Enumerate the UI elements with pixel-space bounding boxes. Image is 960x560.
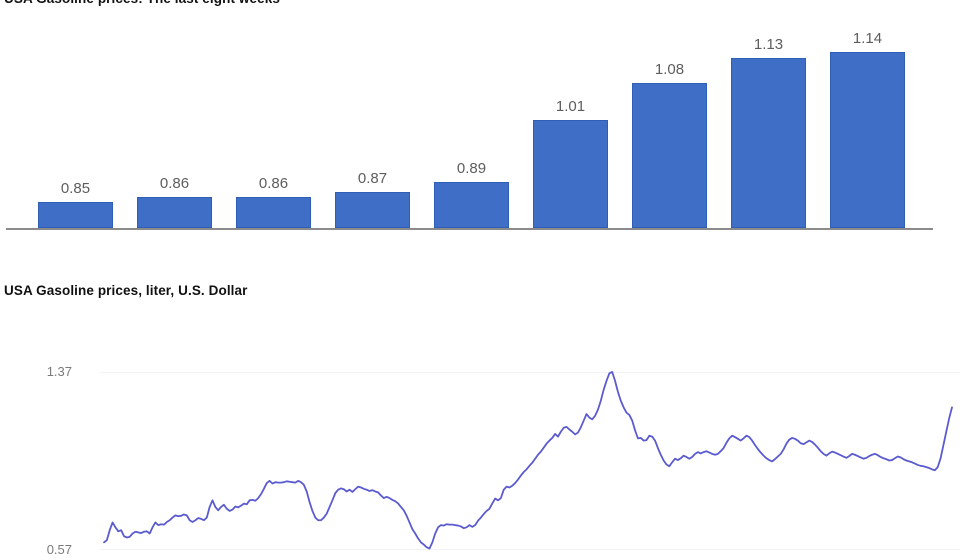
line-series-svg xyxy=(103,371,953,550)
bar-chart: USA Gasoline prices: The last eight week… xyxy=(0,0,960,250)
bar-2 xyxy=(137,197,212,228)
gridline-lower xyxy=(100,549,960,550)
bar-6 xyxy=(533,119,608,228)
bar-9 xyxy=(830,52,905,228)
line-chart-title: USA Gasoline prices, liter, U.S. Dollar xyxy=(4,283,248,298)
y-axis-tick-min: 0.57 xyxy=(46,542,72,557)
bar-value-label-4: 0.87 xyxy=(357,169,388,187)
bar-value-label-7: 1.08 xyxy=(654,61,685,79)
bar-value-label-2: 0.86 xyxy=(159,175,190,192)
bar-chart-baseline xyxy=(6,228,933,230)
bar-1 xyxy=(38,202,113,228)
bar-value-label-8: 1.13 xyxy=(753,35,784,53)
bar-5 xyxy=(434,181,509,228)
bar-value-label-6: 1.01 xyxy=(555,97,586,115)
bar-chart-title: USA Gasoline prices: The last eight week… xyxy=(4,0,280,6)
bar-3 xyxy=(236,197,311,228)
bar-4 xyxy=(335,191,410,228)
bar-plot-area: 0.85 0.86 0.86 0.87 0.89 1.01 1.08 1.13 1.14 xyxy=(0,0,960,250)
price-line-series xyxy=(103,371,953,550)
bar-7 xyxy=(632,83,707,228)
bar-value-label-5: 0.89 xyxy=(456,159,487,177)
line-chart: USA Gasoline prices, liter, U.S. Dollar … xyxy=(0,283,960,560)
bar-value-label-1: 0.85 xyxy=(60,180,91,198)
bar-value-label-9: 1.14 xyxy=(852,30,883,48)
bar-value-label-3: 0.86 xyxy=(258,175,289,192)
y-axis-tick-max: 1.37 xyxy=(46,364,72,379)
gridline-upper xyxy=(100,372,960,373)
bar-8 xyxy=(731,57,806,228)
